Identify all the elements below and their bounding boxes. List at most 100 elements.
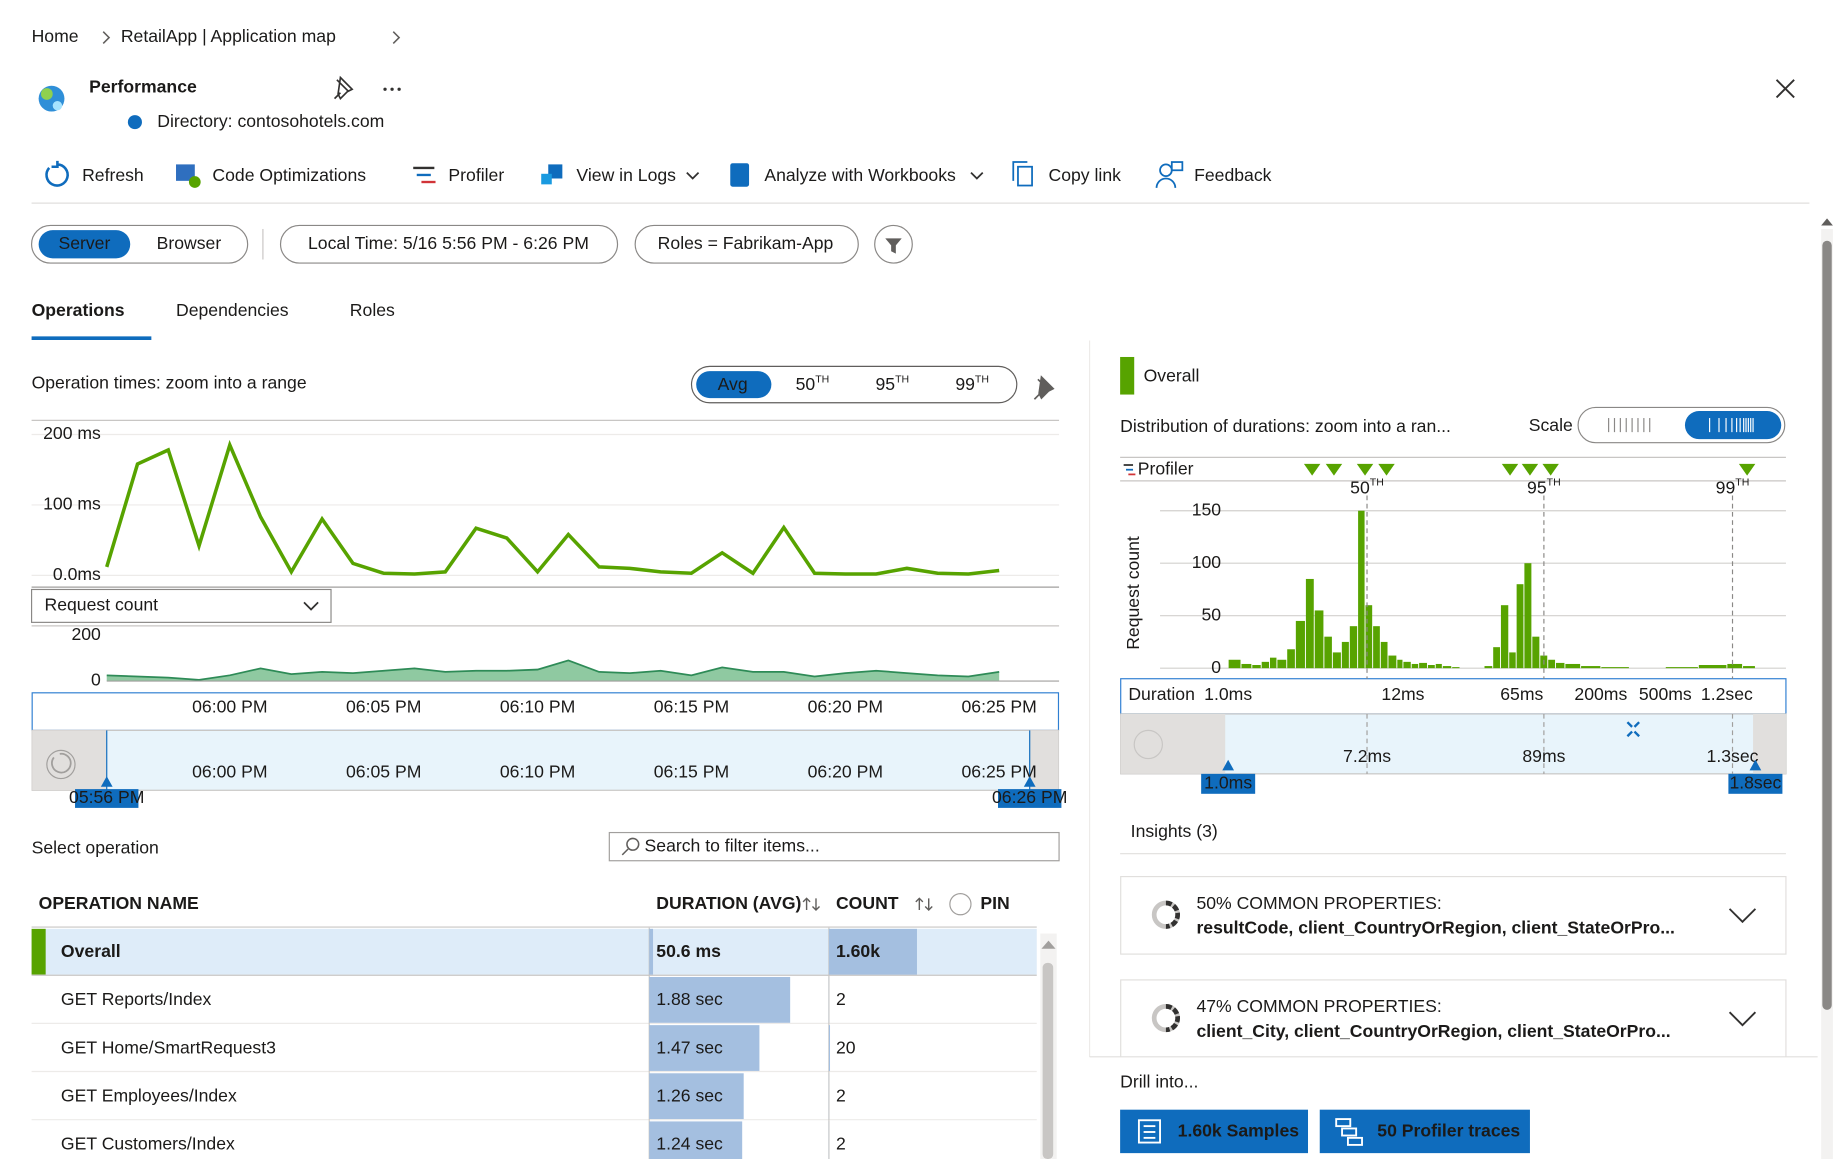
percentile-selected[interactable] [696,371,772,399]
insight-card[interactable] [1120,979,1787,1059]
count-bar [828,928,917,975]
brush[interactable] [31,729,1060,791]
scale-log-icon [1709,418,1754,433]
scale-linear-icon[interactable] [1608,418,1651,433]
histogram-bar [1601,667,1629,669]
operation-name[interactable]: GET Customers/Index [61,1134,235,1154]
roles-filter[interactable]: Roles = Fabrikam-App [658,233,834,253]
pin-reset[interactable] [949,893,972,916]
tab[interactable]: Operations [32,300,125,320]
profiler-marker[interactable] [1325,463,1343,476]
toolbar-button[interactable]: Feedback [1194,165,1272,185]
more-icon[interactable] [383,87,401,91]
toolbar-button[interactable]: Copy link [1048,165,1121,185]
histogram-bar [1727,663,1743,669]
scroll-thumb[interactable] [1042,962,1054,1159]
metric-select[interactable]: Request count [44,595,158,615]
profiler-marker[interactable] [1501,463,1519,476]
range-label: 06:26 PM [992,787,1067,807]
zoom-in-icon[interactable] [1626,721,1640,738]
profiler-marker[interactable] [1356,463,1374,476]
profiler-marker[interactable] [1542,463,1559,476]
tab[interactable]: Roles [350,300,395,320]
operation-name[interactable]: GET Reports/Index [61,989,212,1009]
insight-properties: client_City, client_CountryOrRegion, cli… [1196,1021,1670,1041]
reset-zoom[interactable] [1133,729,1163,760]
y-axis-label: Request count [1123,536,1143,650]
scroll-up[interactable] [1041,940,1056,949]
profiler-marker[interactable] [1521,463,1539,476]
toggle-selected[interactable] [38,230,131,259]
operation-name[interactable]: GET Employees/Index [61,1085,237,1105]
pin-chart[interactable] [1033,375,1055,400]
breadcrumb-link[interactable]: RetailApp | Application map [121,26,336,46]
count-label: 2 [836,1085,846,1105]
range-label-bg [75,789,139,808]
sort-icon[interactable] [802,897,933,912]
close-icon[interactable] [1775,79,1795,99]
histogram-bar [1516,584,1524,669]
profiler-marker[interactable] [1303,463,1321,476]
add-filter[interactable] [874,224,913,264]
drill-button[interactable] [1319,1109,1530,1154]
tab[interactable]: Dependencies [176,300,289,320]
scroll-up[interactable] [1821,218,1833,226]
search-box[interactable] [608,831,1060,862]
operation-name[interactable]: GET Home/SmartRequest3 [61,1037,276,1057]
drill-button-label[interactable]: 50 Profiler traces [1377,1121,1520,1141]
column-header[interactable]: DURATION (AVG) [656,893,801,913]
roles-pill[interactable] [634,224,859,264]
metric-dropdown[interactable] [30,588,332,623]
page-scroll-thumb[interactable] [1822,240,1832,1010]
histogram-bar [1403,661,1411,669]
percentile-option[interactable]: Avg [718,374,748,394]
time-pill[interactable] [279,224,619,264]
expand-icon[interactable] [1728,908,1757,924]
duration-label: 1.47 sec [656,1037,723,1057]
y-tick-label: 0 [1211,657,1221,677]
brush-handle[interactable] [100,776,113,787]
page-title: Performance [89,77,197,97]
profiler-marker[interactable] [1378,463,1395,476]
insight-properties: resultCode, client_CountryOrRegion, clie… [1196,918,1674,938]
column-header[interactable]: COUNT [836,893,899,913]
percentile-option-suffix: TH [815,373,829,385]
x-tick-label: 200ms [1574,684,1627,704]
histogram-bar [1349,626,1358,669]
brush-handle[interactable] [1023,776,1036,787]
toolbar-button[interactable]: Analyze with Workbooks [764,165,956,185]
percentile-option-suffix: TH [895,373,909,385]
brush[interactable] [1120,713,1787,775]
column-header[interactable]: OPERATION NAME [39,893,199,913]
search-icon [621,837,640,856]
column-header[interactable]: PIN [980,893,1009,913]
count-label: 2 [836,1134,846,1154]
toolbar-button[interactable]: Refresh [82,165,144,185]
drill-button-label[interactable]: 1.60k Samples [1178,1121,1300,1141]
toggle-option[interactable]: Browser [157,233,222,253]
brush-handle[interactable] [1749,759,1762,771]
pin-icon[interactable] [333,75,354,101]
toolbar-button[interactable]: View in Logs [576,165,676,185]
toggle-option[interactable]: Server [58,233,110,253]
insight-card[interactable] [1120,876,1787,955]
profiler-marker[interactable] [1738,463,1756,476]
percentile-label: 99TH [1716,476,1750,497]
operation-name[interactable]: Overall [61,941,121,961]
toolbar-button[interactable]: Profiler [448,165,504,185]
histogram-bar [1241,663,1252,669]
scale-log[interactable] [1684,410,1782,440]
time-filter[interactable]: Local Time: 5/16 5:56 PM - 6:26 PM [308,233,589,253]
brush-handle[interactable] [1222,759,1235,771]
toolbar-button[interactable]: Code Optimizations [212,165,366,185]
histogram-bar [1411,663,1419,669]
reset-zoom[interactable] [51,752,72,774]
histogram-bar [1435,663,1442,669]
reset-zoom[interactable] [46,749,76,780]
scale-label: Scale [1529,415,1573,435]
donut-icon [1151,1003,1181,1033]
expand-icon[interactable] [1728,1011,1757,1027]
donut-icon [1151,900,1181,929]
histogram-bar [1427,665,1435,669]
breadcrumb-link[interactable]: Home [32,26,79,46]
